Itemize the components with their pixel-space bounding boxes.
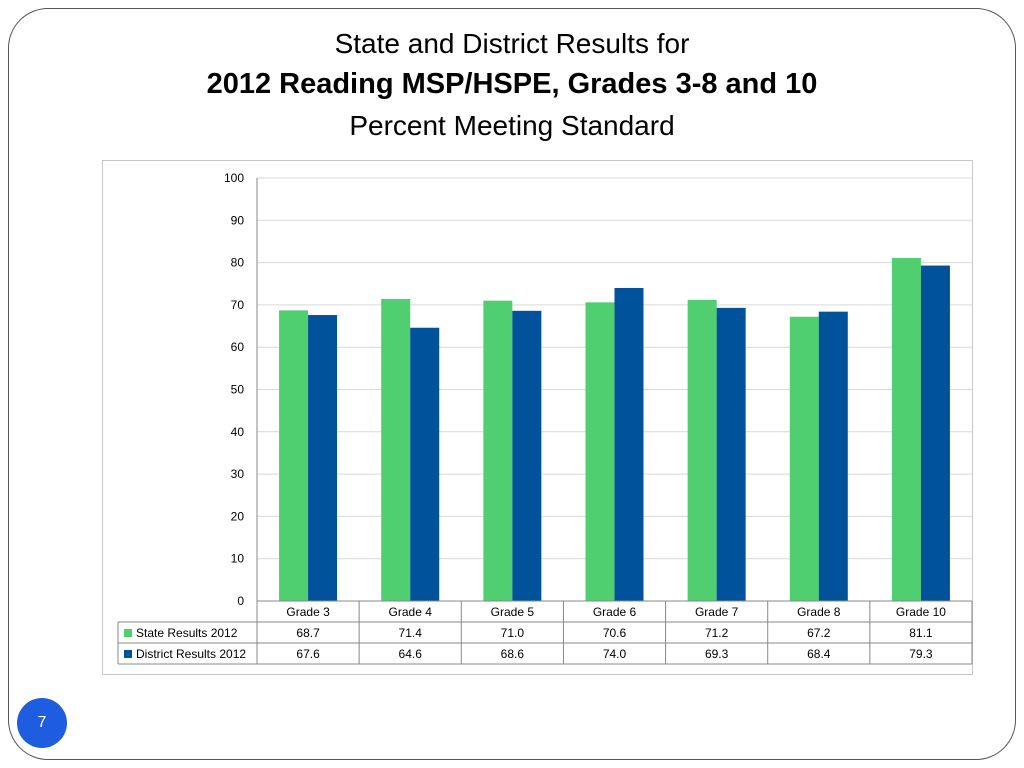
bar-state-grade-3 (279, 310, 309, 601)
data-value-label: 81.1 (909, 626, 933, 640)
data-value-label: 70.6 (603, 626, 627, 640)
x-category-label: Grade 4 (389, 605, 433, 619)
data-value-label: 68.7 (296, 626, 320, 640)
bar-district-grade-5 (512, 310, 542, 601)
slide-title-line-3: Percent Meeting Standard (349, 110, 675, 141)
y-tick-label: 40 (231, 425, 245, 439)
bar-state-grade-5 (483, 300, 513, 601)
data-value-label: 67.2 (807, 626, 831, 640)
legend-label: State Results 2012 (136, 626, 238, 640)
x-category-label: Grade 10 (896, 605, 946, 619)
page-number: 7 (37, 714, 47, 731)
legend-key (124, 629, 132, 637)
data-value-label: 67.6 (296, 647, 320, 661)
y-tick-label: 70 (231, 298, 245, 312)
y-tick-label: 50 (231, 383, 245, 397)
data-value-label: 68.6 (501, 647, 525, 661)
slide-title-line-1: State and District Results for (334, 28, 690, 59)
data-value-label: 74.0 (603, 647, 627, 661)
x-category-label: Grade 3 (286, 605, 330, 619)
data-value-label: 79.3 (909, 647, 933, 661)
data-value-label: 71.0 (501, 626, 525, 640)
y-tick-label: 0 (237, 594, 244, 608)
y-tick-label: 60 (231, 340, 245, 354)
bar-state-grade-10 (891, 257, 921, 601)
legend-key (124, 650, 132, 658)
y-tick-label: 20 (231, 509, 245, 523)
slide-title-line-2: 2012 Reading MSP/HSPE, Grades 3-8 and 10 (206, 68, 818, 100)
bar-chart: 0 10 20 30 40 50 60 70 80 90 100 Grade 3 Grade 4 Grad… (117, 171, 973, 665)
page-number-badge: 7 (17, 698, 67, 748)
legend-label: District Results 2012 (136, 647, 246, 661)
bar-district-grade-10 (920, 265, 950, 601)
y-tick-label: 100 (224, 171, 244, 185)
bar-state-grade-7 (687, 299, 717, 601)
bar-district-grade-3 (308, 315, 338, 601)
y-tick-label: 80 (231, 256, 245, 270)
bar-district-grade-7 (716, 307, 746, 601)
y-tick-label: 30 (231, 467, 245, 481)
x-category-label: Grade 6 (593, 605, 637, 619)
data-value-label: 68.4 (807, 647, 831, 661)
y-tick-label: 10 (231, 552, 245, 566)
data-value-label: 71.4 (399, 626, 423, 640)
bar-district-grade-4 (410, 327, 440, 601)
bar-state-grade-8 (789, 316, 819, 601)
data-value-label: 71.2 (705, 626, 729, 640)
data-value-label: 64.6 (399, 647, 423, 661)
bar-state-grade-4 (381, 298, 411, 601)
x-category-label: Grade 5 (491, 605, 535, 619)
data-value-label: 69.3 (705, 647, 729, 661)
x-category-label: Grade 7 (695, 605, 739, 619)
x-category-label: Grade 8 (797, 605, 841, 619)
bar-district-grade-8 (818, 311, 848, 601)
bar-district-grade-6 (614, 287, 644, 601)
bar-state-grade-6 (585, 302, 615, 601)
y-tick-label: 90 (231, 213, 245, 227)
